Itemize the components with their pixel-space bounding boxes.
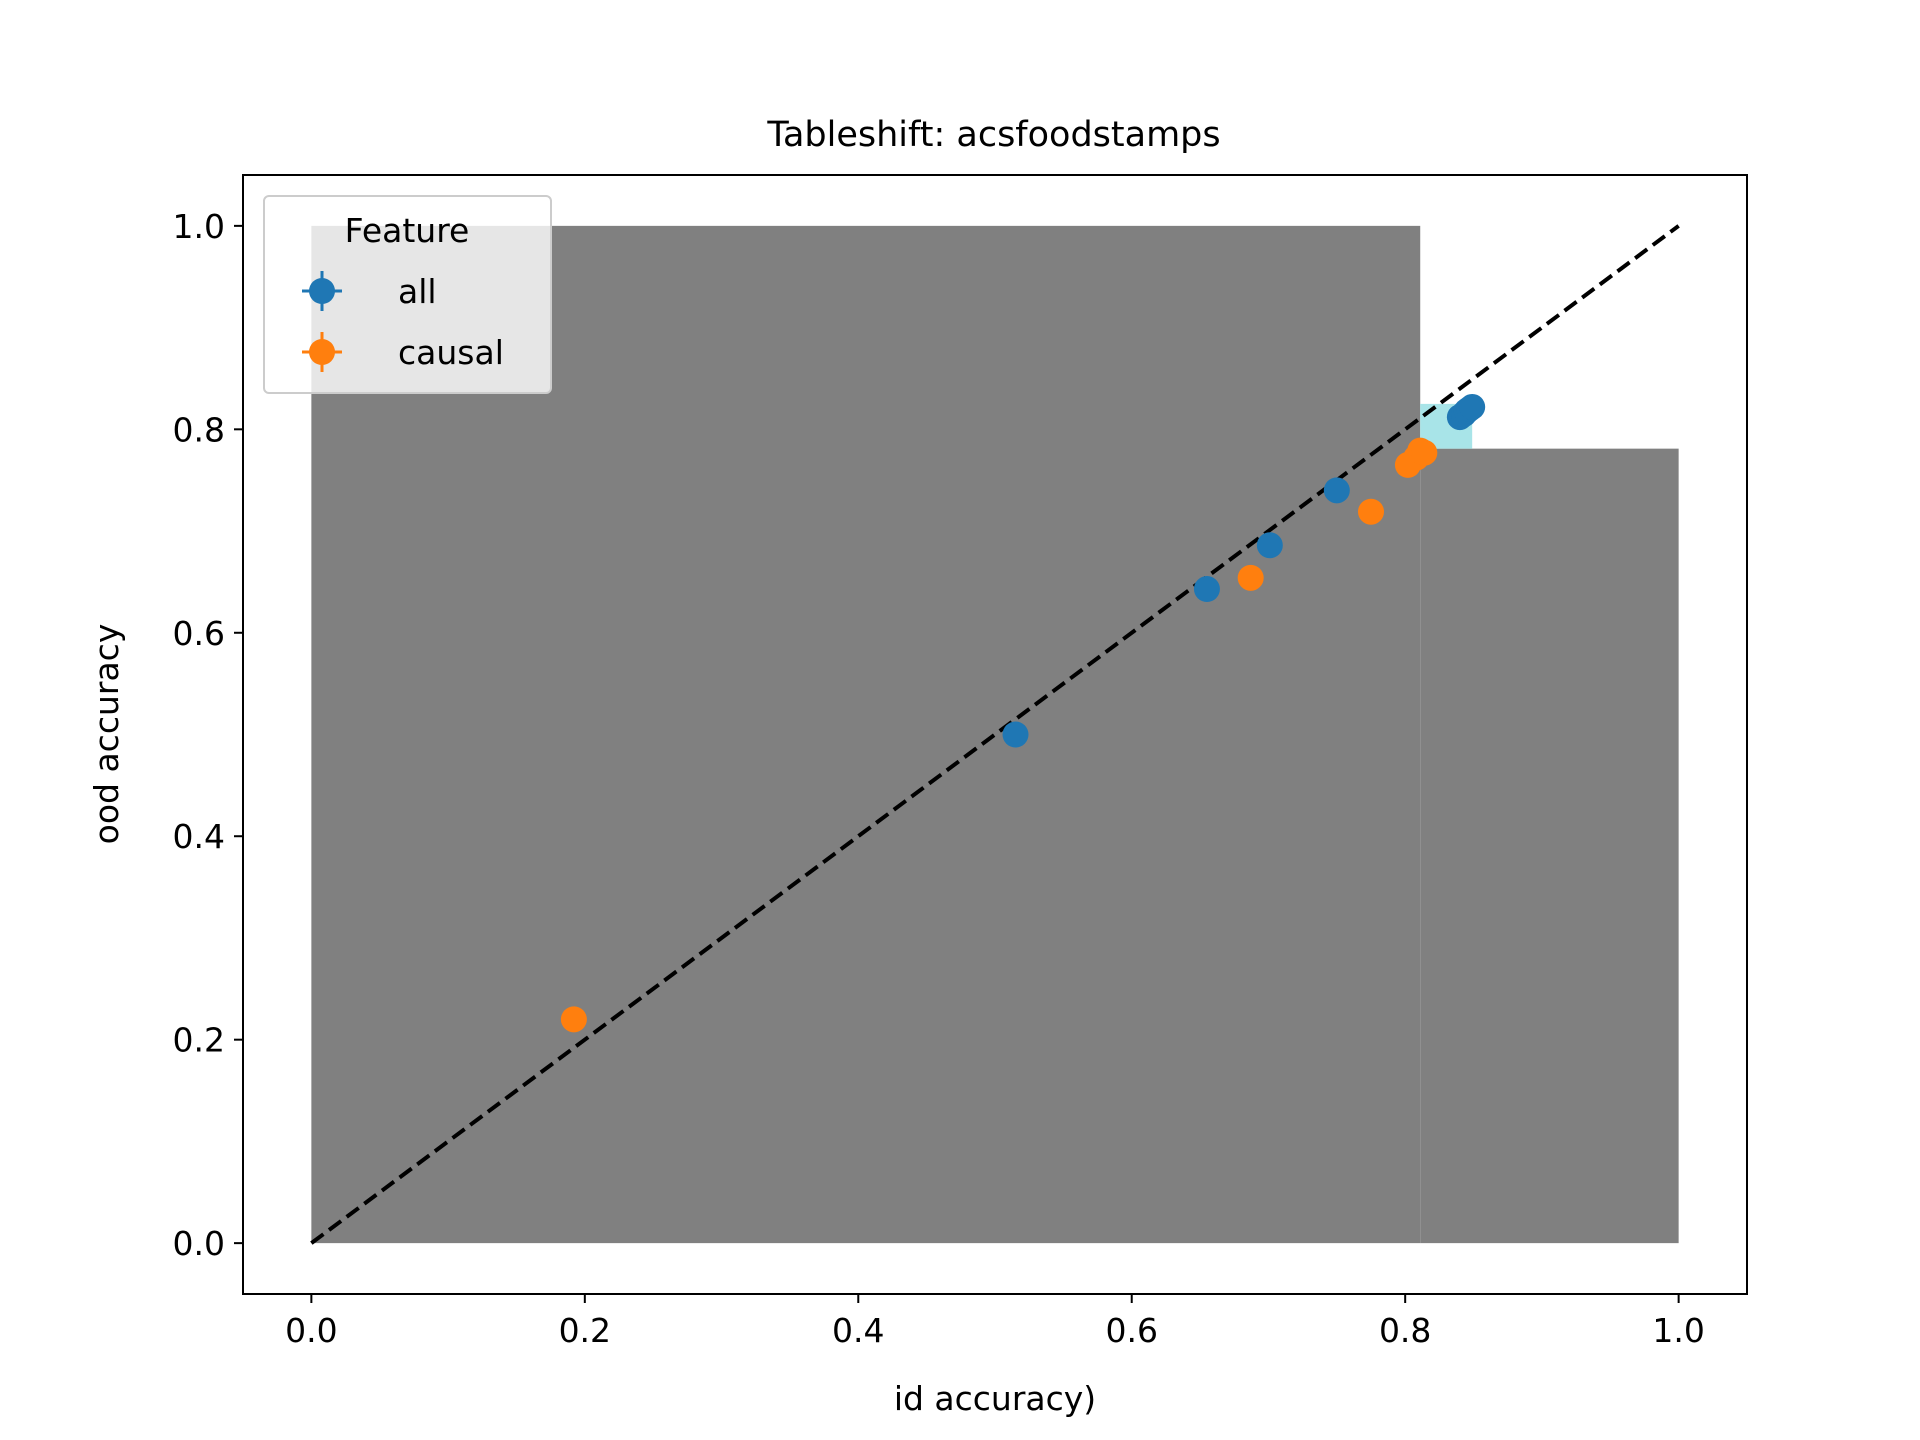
y-axis-label: ood accuracy: [87, 624, 126, 845]
y-tick-label: 0.0: [173, 1224, 225, 1263]
y-axis-ticks: 0.0 0.2 0.4 0.6 0.8 1.0: [173, 207, 243, 1263]
point-all-1: [1193, 576, 1220, 603]
x-tick-label: 0.8: [1379, 1311, 1431, 1350]
y-tick-label: 0.2: [173, 1021, 225, 1060]
legend-frame: [263, 195, 552, 394]
legend-title: Feature: [345, 211, 470, 250]
point-causal-6: [1411, 439, 1438, 466]
legend-entry-causal: causal: [302, 332, 504, 372]
legend-marker: [309, 339, 335, 365]
y-tick-label: 0.4: [173, 817, 225, 856]
x-tick-label: 1.0: [1652, 1311, 1704, 1350]
point-all-0: [1002, 721, 1029, 748]
reference-line: [310, 224, 1680, 1245]
data-points: [560, 393, 1486, 1033]
x-axis-ticks: 0.0 0.2 0.4 0.6 0.8 1.0: [285, 1294, 1705, 1350]
x-axis-label: id accuracy): [894, 1379, 1096, 1418]
axes-frame: [242, 174, 1748, 1295]
point-causal-2: [1358, 498, 1384, 525]
legend-entries: all causal: [302, 271, 504, 372]
diagonal-reference-line: [310, 224, 1680, 1245]
plot-area: [310, 224, 1680, 1245]
x-tick-label: 0.6: [1105, 1311, 1157, 1350]
legend-label: causal: [398, 333, 504, 372]
point-all-2: [1256, 532, 1283, 559]
point-all-8: [1459, 393, 1486, 420]
y-tick-label: 1.0: [173, 207, 225, 246]
legend: Feature all causal: [263, 195, 552, 394]
y-tick-label: 0.8: [173, 410, 225, 449]
x-tick-label: 0.0: [285, 1311, 337, 1350]
y-tick-label: 0.6: [173, 614, 225, 653]
shaded-region-0: [311, 225, 1421, 1244]
point-all-3: [1323, 477, 1350, 504]
x-tick-label: 0.2: [559, 1311, 611, 1350]
x-tick-label: 0.4: [832, 1311, 884, 1350]
legend-marker: [309, 278, 335, 304]
chart-title: Tableshift: acsfoodstamps: [766, 115, 1220, 155]
legend-label: all: [398, 272, 437, 311]
shaded-regions: [311, 225, 1679, 1244]
legend-entry-all: all: [302, 271, 437, 311]
point-causal-1: [1237, 564, 1264, 591]
shaded-region-1: [1420, 448, 1679, 1244]
point-causal-0: [560, 1006, 587, 1033]
